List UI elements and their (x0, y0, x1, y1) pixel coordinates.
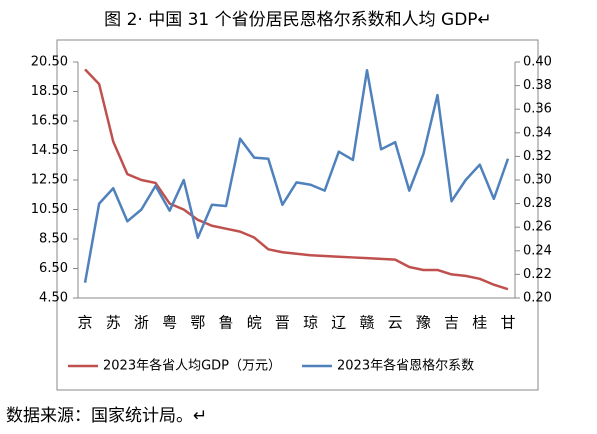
y2-tick-label: 0.30 (523, 173, 552, 188)
y-tick-label: 16.50 (31, 114, 68, 129)
chart-frame (56, 39, 539, 391)
x-tick-label: 晋 (275, 314, 290, 332)
x-tick-label: 豫 (416, 314, 431, 332)
x-tick-label: 鲁 (219, 314, 234, 332)
y2-tick-label: 0.34 (523, 125, 552, 140)
chart-title: 图 2· 中国 31 个省份居民恩格尔系数和人均 GDP↵ (104, 10, 492, 30)
y2-tick-label: 0.20 (523, 291, 552, 306)
y2-tick-label: 0.26 (523, 220, 552, 235)
y2-tick-label: 0.24 (523, 243, 552, 258)
y2-tick-label: 0.32 (523, 149, 552, 164)
x-tick-label: 云 (388, 314, 403, 332)
y2-tick-label: 0.36 (523, 102, 552, 117)
y2-tick-label: 0.28 (523, 196, 552, 211)
series-line (83, 69, 510, 283)
x-tick-label: 粤 (162, 314, 177, 332)
legend-label: 2023年各省人均GDP（万元） (103, 358, 281, 374)
x-tick-label: 赣 (359, 314, 374, 332)
y-tick-label: 20.50 (31, 55, 68, 70)
x-tick-label: 甘 (500, 314, 515, 332)
y-tick-label: 14.50 (31, 143, 68, 158)
x-tick-label: 琼 (303, 314, 318, 332)
x-tick-label: 桂 (472, 314, 487, 332)
x-tick-label: 京 (78, 314, 93, 332)
y-tick-label: 6.50 (39, 261, 68, 276)
y-tick-label: 8.50 (39, 232, 68, 247)
x-tick-label: 辽 (331, 314, 346, 332)
y-tick-label: 4.50 (39, 291, 68, 306)
x-tick-label: 皖 (247, 314, 262, 332)
y-tick-label: 10.50 (31, 202, 68, 217)
legend-label: 2023年各省恩格尔系数 (337, 358, 474, 374)
series-line (84, 68, 509, 291)
y2-tick-label: 0.38 (523, 78, 552, 93)
y2-tick-label: 0.22 (523, 267, 552, 282)
x-tick-label: 吉 (444, 314, 459, 332)
y2-tick-label: 0.40 (523, 55, 552, 70)
x-tick-label: 苏 (106, 314, 121, 332)
x-tick-label: 浙 (134, 314, 149, 332)
x-tick-label: 鄂 (190, 314, 205, 332)
y-tick-label: 12.50 (31, 173, 68, 188)
source-note: 数据来源：国家统计局。↵ (6, 406, 207, 426)
y-tick-label: 18.50 (31, 84, 68, 99)
